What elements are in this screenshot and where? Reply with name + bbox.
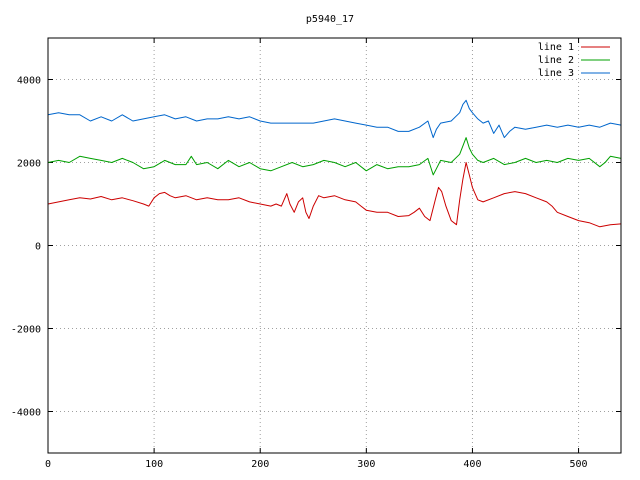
y-tick-label: -4000 [11, 408, 41, 419]
grid [48, 38, 621, 453]
chart-title: p5940_17 [306, 14, 354, 25]
y-tick-label: 4000 [17, 76, 41, 87]
x-tick-label: 300 [357, 459, 375, 470]
legend: line 1 line 2 line 3 [538, 42, 610, 79]
y-tick-label: 0 [35, 242, 41, 253]
x-tick-label: 100 [145, 459, 163, 470]
x-tick-label: 0 [45, 459, 51, 470]
y-tick-label: -2000 [11, 325, 41, 336]
legend-label-2: line 2 [538, 55, 574, 66]
series-line-2 [47, 137, 622, 176]
series-line-3 [47, 99, 622, 139]
series-group [47, 99, 622, 228]
legend-label-1: line 1 [538, 42, 574, 53]
x-tick-label: 500 [570, 459, 588, 470]
axis-ticks: 0 100 200 300 400 500 -4000 -2000 0 2000 4000 [11, 38, 621, 470]
legend-label-3: line 3 [538, 68, 574, 79]
x-tick-label: 200 [251, 459, 269, 470]
series-line-1 [47, 162, 622, 228]
plot-area-border [47, 37, 622, 454]
y-tick-label: 2000 [17, 159, 41, 170]
x-tick-label: 400 [463, 459, 481, 470]
